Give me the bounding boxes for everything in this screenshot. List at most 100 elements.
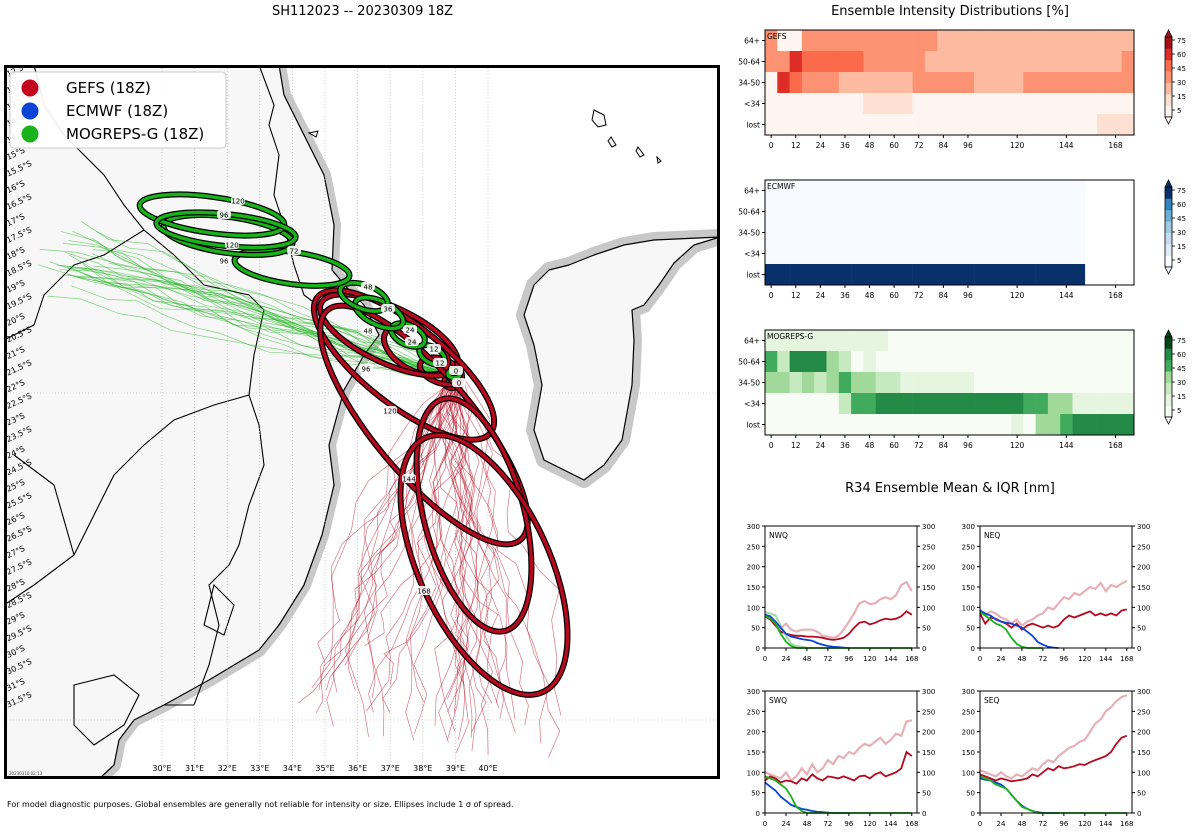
heat-cell (777, 201, 790, 223)
heat-cell (814, 30, 827, 52)
heat-cell (1011, 114, 1024, 136)
heat-cell (974, 330, 987, 352)
track-map[interactable]: 012244896120144168012243648729612096120 … (4, 65, 720, 779)
heat-cell (1023, 330, 1036, 352)
heat-cell (1023, 414, 1036, 436)
colorbar-label: 5 (1177, 107, 1181, 115)
y-label-right: 300 (922, 688, 935, 696)
heat-cell (851, 393, 864, 415)
heat-cell (826, 372, 840, 394)
panel-bg (765, 691, 917, 813)
heat-cell (974, 264, 987, 286)
colorbar-segment (1165, 94, 1172, 106)
heat-cell (838, 264, 852, 286)
y-label-left: 0 (971, 810, 975, 818)
gefs-track (453, 384, 516, 719)
heat-cell (1047, 351, 1061, 373)
heat-cell (924, 51, 938, 73)
heat-cell (1109, 393, 1122, 415)
heat-cell (814, 243, 827, 265)
heat-cell (777, 351, 790, 373)
colorbar-segment (1165, 105, 1172, 118)
heat-cell (826, 51, 840, 73)
mogreps-track (65, 274, 450, 376)
heat-cell (765, 264, 778, 286)
ellipse-label-bg (452, 378, 466, 387)
heat-cell (1047, 264, 1061, 286)
colorbar-top-arrow (1164, 179, 1173, 188)
y-label-left: 50 (751, 790, 760, 798)
colorbar-label: 5 (1177, 257, 1181, 265)
heat-cell (838, 201, 852, 223)
heat-cell (1060, 51, 1073, 73)
heat-cell (937, 351, 950, 373)
ellipse-label: 48 (364, 284, 373, 292)
y-label-left: 300 (747, 688, 760, 696)
heat-cell (888, 264, 901, 286)
colorbar-segment (1165, 232, 1172, 245)
heat-cell (801, 114, 815, 136)
y-label-right: 200 (922, 729, 935, 737)
heat-cell (777, 414, 790, 436)
y-label-right: 150 (1137, 584, 1150, 592)
heat-cell (789, 72, 803, 94)
colorbar-segment (1165, 198, 1172, 211)
heat-cell (900, 180, 913, 202)
heat-cell (937, 201, 950, 223)
x-label: 0 (763, 820, 767, 828)
heat-cell (863, 222, 876, 244)
heat-cell (789, 372, 803, 394)
legend-marker (21, 79, 39, 97)
heat-cell (1084, 114, 1098, 136)
y-label-right: 150 (922, 584, 935, 592)
heat-cell (961, 180, 975, 202)
heat-cell (1060, 264, 1073, 286)
panel-bg (980, 526, 1132, 648)
ellipse-label: 12 (430, 346, 439, 354)
heat-cell (949, 114, 963, 136)
legend-marker (21, 102, 39, 120)
x-label: 144 (1099, 820, 1113, 828)
heat-cell (789, 51, 803, 73)
gefs-intensity-heatmap: GEFS 64+ 50-64 34-50 <34 lost 0 12 24 36 48 60 72 84 9… (738, 29, 1186, 150)
heat-cell (924, 114, 938, 136)
ellipse-label: 168 (417, 588, 430, 596)
colorbar-label: 75 (1177, 37, 1186, 45)
colorbar-segment (1165, 394, 1172, 406)
ellipse-label: 0 (454, 368, 458, 376)
heat-cell (789, 180, 803, 202)
heat-x-label: 0 (769, 441, 774, 450)
heat-cell (986, 180, 999, 202)
heat-cell (1035, 30, 1049, 52)
heat-cell (814, 201, 827, 223)
y-label-left: 250 (962, 543, 975, 551)
heat-cell (974, 30, 987, 52)
heat-cell (937, 51, 950, 73)
legend-marker (21, 125, 39, 143)
heat-cell (1011, 51, 1024, 73)
heat-cell (961, 264, 975, 286)
colorbar-label: 60 (1177, 201, 1186, 209)
heat-cell (986, 222, 999, 244)
panel-bg (765, 526, 917, 648)
heat-y-label: 64+ (744, 37, 760, 46)
y-label-right: 50 (922, 790, 931, 798)
colorbar-label: 5 (1177, 407, 1181, 415)
heat-cell (851, 414, 864, 436)
x-label: 0 (763, 655, 767, 663)
x-label: 168 (1120, 655, 1133, 663)
heat-cell (1035, 243, 1049, 265)
heat-y-label: <34 (744, 250, 760, 259)
heat-x-label: 48 (865, 141, 875, 150)
heat-cell (851, 30, 864, 52)
heat-y-label: 34-50 (738, 79, 760, 88)
heat-cell (986, 30, 999, 52)
heat-x-label: 48 (865, 441, 875, 450)
series-line (979, 734, 1128, 783)
heat-cell (863, 243, 876, 265)
ellipse-label: 48 (364, 328, 373, 336)
heat-cell (974, 180, 987, 202)
heat-cell (1047, 30, 1061, 52)
heat-cell (801, 393, 815, 415)
